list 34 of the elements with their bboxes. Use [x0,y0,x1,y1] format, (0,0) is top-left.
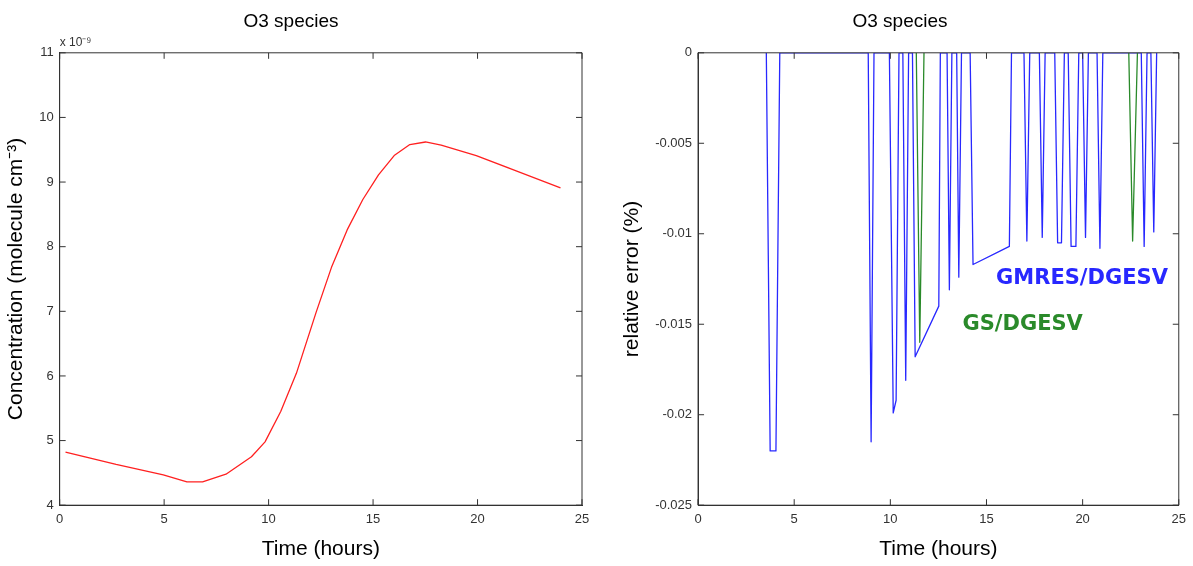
y-tick-label: 0 [684,44,693,60]
y-tick-label: 10 [39,109,54,125]
y-tick-label: 7 [46,302,54,318]
y-axis-title: relative error (%) [619,200,643,358]
x-tick-label: 15 [365,510,381,526]
y-tick-label: 9 [46,173,54,189]
y-tick-label: -0.005 [655,134,693,150]
x-tick-label: 20 [470,510,485,526]
chart-title: O3 species [852,9,948,31]
x-axis-title: Time (hours) [879,536,998,560]
x-tick-label: 25 [1171,510,1186,526]
y-tick-label: -0.015 [655,315,693,331]
x-tick-label: 5 [790,510,798,526]
y-tick-label: -0.01 [662,225,693,241]
y-tick-label: 5 [46,432,54,448]
y-tick-label: 8 [46,238,54,254]
x-tick-label: 15 [979,510,994,526]
y-tick-label: -0.025 [655,496,693,512]
text: GS/DGESV [962,310,1084,335]
x-tick-label: 5 [160,510,168,526]
text: x 10⁻⁹ [59,35,92,50]
y-axis-title: Concentration (molecule cm⁻³) [3,137,27,421]
y-tick-label: 4 [46,496,54,512]
y-tick-label: 6 [46,367,54,383]
y-tick-label: -0.02 [662,406,693,422]
chart-title: O3 species [243,9,339,31]
x-tick-label: 10 [261,510,276,526]
series-label: GMRES/DGESV [996,265,1169,290]
x-tick-label: 10 [883,510,898,526]
x-tick-label: 20 [1075,510,1090,526]
x-tick-label: 25 [574,510,590,526]
x-tick-label: 0 [56,510,64,526]
y-tick-label: 11 [40,44,54,60]
x-axis-title: Time (hours) [261,536,380,560]
